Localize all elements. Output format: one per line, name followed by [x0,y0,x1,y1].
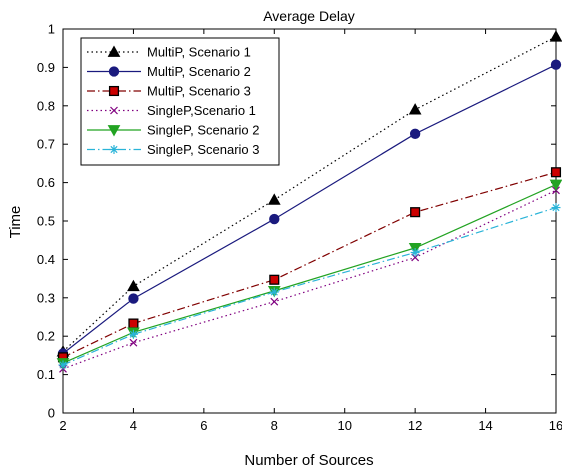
y-tick-label: 0.3 [37,290,55,305]
data-point [269,274,280,285]
legend-marker [107,125,121,137]
legend-marker [109,145,119,154]
y-tick-label: 0.8 [37,98,55,113]
legend-label: SingleP, Scenario 3 [147,142,260,157]
y-tick-label: 0.4 [37,252,55,267]
y-tick-label: 1 [48,22,55,37]
series-5 [56,179,562,370]
data-point [128,293,139,304]
legend-item: SingleP, Scenario 2 [87,123,260,138]
y-tick-label: 0.7 [37,137,55,152]
legend-marker [108,85,120,97]
legend-marker [108,66,120,77]
data-point [408,103,422,115]
y-axis-title: Time [7,206,24,239]
legend-marker [110,106,118,115]
x-tick-label: 8 [271,418,278,433]
data-point [58,360,68,370]
legend-item: SingleP,Scenario 1 [87,103,256,118]
y-tick-label: 0.9 [37,60,55,75]
legend: MultiP, Scenario 1 MultiP, Scenario 2 Mult… [80,37,280,166]
data-point [128,318,139,329]
y-tick-label: 0.6 [37,175,55,190]
data-point [551,203,561,213]
x-tick-label: 4 [130,418,137,433]
data-point [269,287,279,297]
data-point [409,128,421,140]
data-point [267,193,281,205]
legend-label: MultiP, Scenario 3 [147,84,251,99]
y-tick-label: 0 [48,406,55,421]
series-2 [57,59,562,359]
series-group [56,30,562,373]
data-point [410,207,421,218]
chart-title: Average Delay [263,8,355,24]
data-point [269,213,280,225]
data-point [550,59,562,70]
data-point [128,329,138,339]
legend-box [80,37,280,166]
data-point [549,30,562,42]
series-line [62,183,557,364]
x-tick-label: 12 [408,418,422,433]
data-point [550,167,562,178]
legend-marker [107,45,121,57]
x-tick-label: 6 [200,418,207,433]
series-6 [58,203,561,370]
legend-label: MultiP, Scenario 2 [147,64,251,79]
legend-label: SingleP,Scenario 1 [147,103,256,118]
legend-label: MultiP, Scenario 1 [147,45,251,60]
x-tick-label: 14 [478,418,492,433]
legend-item: MultiP, Scenario 2 [87,64,251,79]
legend-item: SingleP, Scenario 3 [87,142,260,157]
x-tick-label: 2 [59,418,66,433]
axis-ticks: 2 4 6 8 10 12 14 16 0 0.1 0.2 0.3 0.4 0.5 0.6 0.7 0.8 0.9… [37,22,562,434]
legend-item: MultiP, Scenario 1 [87,45,251,60]
data-point [410,247,420,257]
series-line [62,171,557,358]
data-point [549,179,562,192]
x-axis-title: Number of Sources [244,452,373,469]
data-point [129,338,138,347]
x-tick-label: 10 [337,418,351,433]
y-tick-label: 0.5 [37,214,55,229]
y-tick-label: 0.1 [37,367,55,382]
x-tick-label: 16 [549,418,562,433]
data-point [127,279,140,292]
data-point [270,297,279,306]
legend-label: SingleP, Scenario 2 [147,123,260,138]
y-tick-label: 0.2 [37,329,55,344]
legend-item: MultiP, Scenario 3 [87,84,251,99]
